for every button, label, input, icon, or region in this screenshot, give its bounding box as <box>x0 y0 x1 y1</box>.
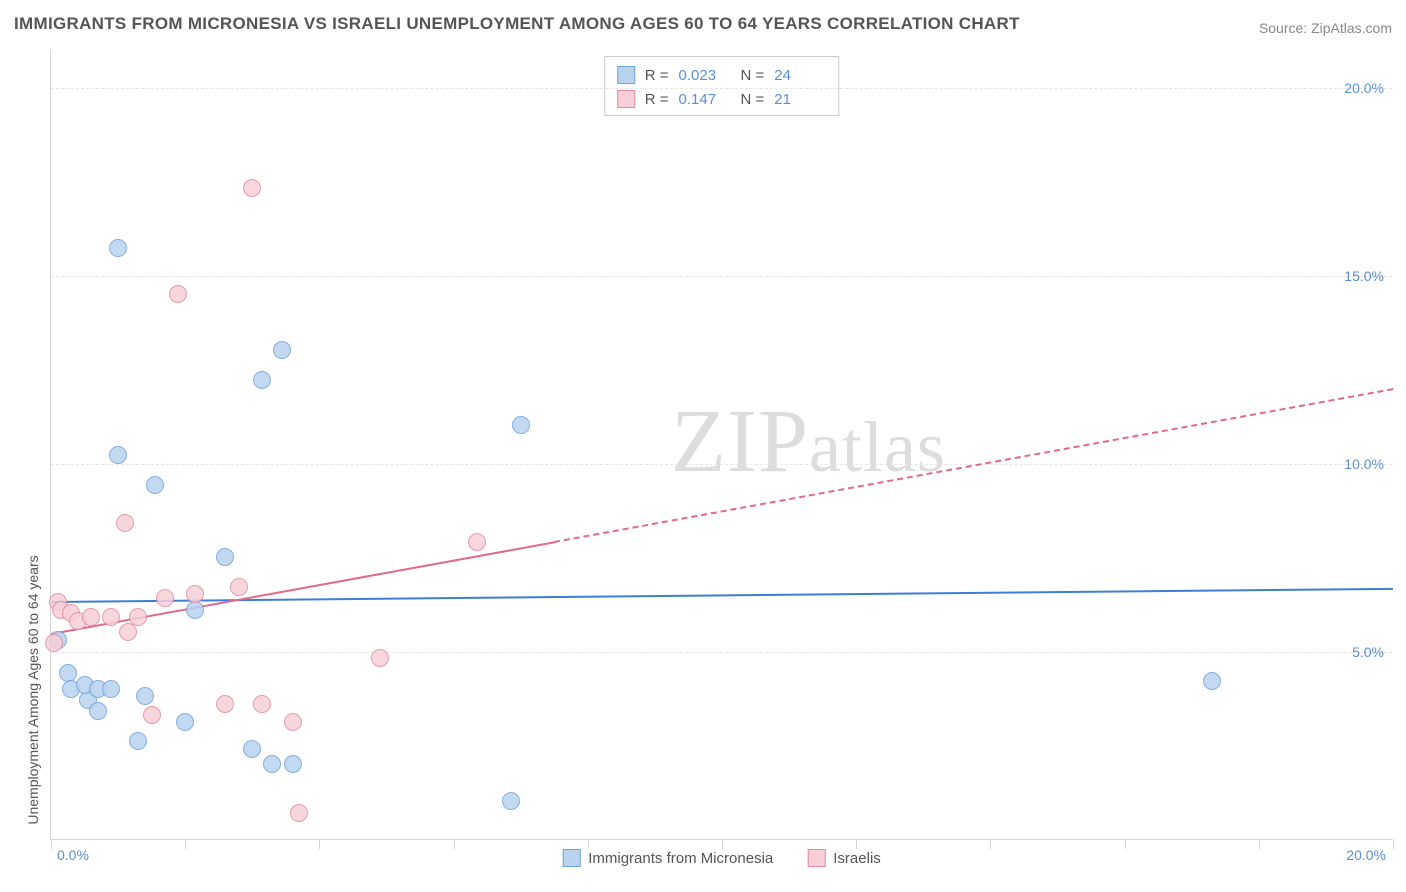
data-point <box>156 589 174 607</box>
y-tick-label: 5.0% <box>1352 644 1384 660</box>
swatch-israelis-icon <box>807 849 825 867</box>
data-point <box>102 608 120 626</box>
source-credit: Source: ZipAtlas.com <box>1259 20 1392 36</box>
x-tick-mark <box>990 839 991 849</box>
gridline <box>51 652 1392 653</box>
x-tick-mark <box>856 839 857 849</box>
y-tick-label: 10.0% <box>1344 456 1384 472</box>
data-point <box>253 371 271 389</box>
x-axis-max-label: 20.0% <box>1346 847 1386 863</box>
x-tick-mark <box>319 839 320 849</box>
bottom-legend: Immigrants from Micronesia Israelis <box>562 849 881 867</box>
data-point <box>273 341 291 359</box>
data-point <box>146 476 164 494</box>
data-point <box>243 740 261 758</box>
data-point <box>143 706 161 724</box>
x-tick-mark <box>1125 839 1126 849</box>
y-axis-title: Unemployment Among Ages 60 to 64 years <box>25 421 41 690</box>
data-point <box>371 649 389 667</box>
stats-row-2: R =0.147 N =21 <box>617 87 827 111</box>
data-point <box>116 514 134 532</box>
x-tick-mark <box>51 839 52 849</box>
swatch-micronesia-icon <box>617 66 635 84</box>
y-tick-label: 20.0% <box>1344 80 1384 96</box>
x-tick-mark <box>722 839 723 849</box>
data-point <box>290 804 308 822</box>
swatch-micronesia-icon <box>562 849 580 867</box>
legend-label: Immigrants from Micronesia <box>588 850 773 867</box>
x-tick-mark <box>454 839 455 849</box>
x-tick-mark <box>185 839 186 849</box>
data-point <box>284 755 302 773</box>
gridline <box>51 88 1392 89</box>
data-point <box>45 634 63 652</box>
stats-row-1: R =0.023 N =24 <box>617 63 827 87</box>
gridline <box>51 276 1392 277</box>
data-point <box>263 755 281 773</box>
data-point <box>186 585 204 603</box>
plot-area: ZIPatlas R =0.023 N =24 R =0.147 N =21 I… <box>50 50 1392 840</box>
data-point <box>243 179 261 197</box>
y-tick-label: 15.0% <box>1344 268 1384 284</box>
data-point <box>119 623 137 641</box>
data-point <box>89 702 107 720</box>
swatch-israelis-icon <box>617 90 635 108</box>
data-point <box>109 239 127 257</box>
data-point <box>102 680 120 698</box>
data-point <box>82 608 100 626</box>
x-tick-mark <box>1259 839 1260 849</box>
trend-line <box>51 541 555 635</box>
x-tick-mark <box>1393 839 1394 849</box>
legend-item-1: Immigrants from Micronesia <box>562 849 773 867</box>
data-point <box>109 446 127 464</box>
legend-item-2: Israelis <box>807 849 881 867</box>
data-point <box>216 695 234 713</box>
data-point <box>216 548 234 566</box>
data-point <box>129 732 147 750</box>
chart-title: IMMIGRANTS FROM MICRONESIA VS ISRAELI UN… <box>14 14 1020 34</box>
data-point <box>169 285 187 303</box>
data-point <box>129 608 147 626</box>
x-tick-mark <box>588 839 589 849</box>
legend-label: Israelis <box>833 850 881 867</box>
data-point <box>230 578 248 596</box>
data-point <box>502 792 520 810</box>
data-point <box>284 713 302 731</box>
data-point <box>253 695 271 713</box>
data-point <box>468 533 486 551</box>
data-point <box>136 687 154 705</box>
gridline <box>51 464 1392 465</box>
data-point <box>1203 672 1221 690</box>
data-point <box>176 713 194 731</box>
trend-line <box>554 389 1393 544</box>
stats-legend-box: R =0.023 N =24 R =0.147 N =21 <box>604 56 840 116</box>
x-axis-min-label: 0.0% <box>57 847 89 863</box>
data-point <box>512 416 530 434</box>
